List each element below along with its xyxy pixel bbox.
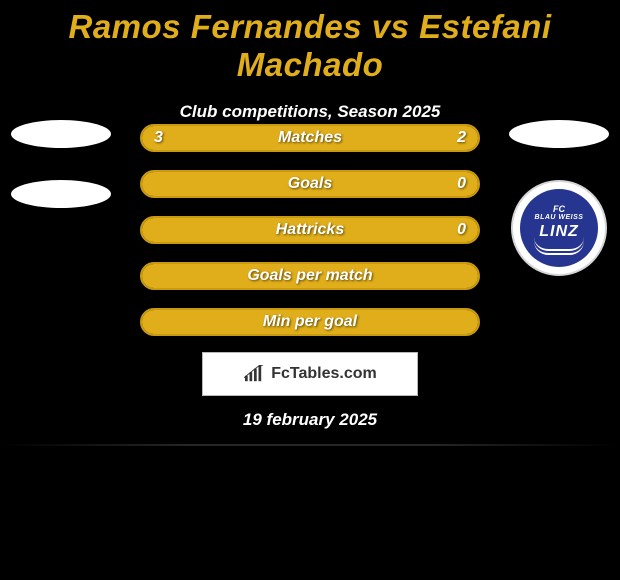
right-club-badge: FC BLAU WEISS LINZ	[511, 180, 607, 276]
page-title: Ramos Fernandes vs Estefani Machado	[0, 0, 620, 84]
stat-bar-min-per-goal: Min per goal	[140, 308, 480, 336]
stat-label: Goals	[288, 175, 332, 193]
club-badge-inner: FC BLAU WEISS LINZ	[520, 189, 598, 267]
club-badge-arcs-icon	[534, 243, 584, 251]
stat-value-right: 0	[457, 218, 466, 242]
subtitle: Club competitions, Season 2025	[0, 102, 620, 122]
left-club-flag-placeholder	[11, 180, 111, 208]
stat-value-right: 2	[457, 126, 466, 150]
branding-text: FcTables.com	[271, 365, 377, 383]
left-country-flag-placeholder	[11, 120, 111, 148]
stat-value-right: 0	[457, 172, 466, 196]
club-badge-fc: FC	[553, 205, 565, 214]
stat-value-left: 3	[154, 126, 163, 150]
stat-bar-goals: Goals 0	[140, 170, 480, 198]
branding-link[interactable]: FcTables.com	[202, 352, 418, 396]
left-player-logos	[6, 120, 116, 208]
stat-label: Min per goal	[263, 313, 357, 331]
divider-line	[0, 444, 620, 446]
right-player-logos: FC BLAU WEISS LINZ	[504, 120, 614, 276]
stat-bar-goals-per-match: Goals per match	[140, 262, 480, 290]
stat-bar-hattricks: Hattricks 0	[140, 216, 480, 244]
right-country-flag-placeholder	[509, 120, 609, 148]
stat-bar-matches: 3 Matches 2	[140, 124, 480, 152]
stat-label: Hattricks	[276, 221, 344, 239]
bar-chart-icon	[243, 365, 265, 383]
date-text: 19 february 2025	[243, 410, 377, 430]
stat-label: Goals per match	[247, 267, 372, 285]
stat-label: Matches	[278, 129, 342, 147]
club-badge-mid: BLAU WEISS	[535, 214, 584, 222]
stats-bars: 3 Matches 2 Goals 0 Hattricks 0 Goals pe…	[140, 124, 480, 336]
